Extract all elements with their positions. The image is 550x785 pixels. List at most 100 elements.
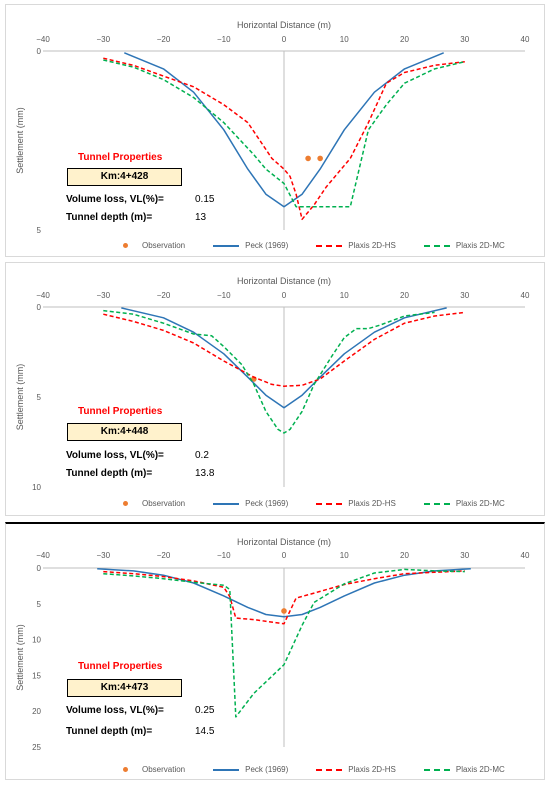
x-tick-label: 20 (400, 291, 409, 300)
peck-series-line (124, 52, 444, 208)
observation-point (317, 155, 323, 162)
observation-point (305, 155, 311, 162)
x-tick-label: −40 (36, 291, 50, 300)
peck-line-icon (213, 768, 240, 771)
volume-loss-value: 0.15 (195, 194, 215, 205)
legend-hs: Plaxis 2D-HS (316, 241, 396, 250)
tunnel-properties-title: Tunnel Properties (78, 661, 163, 672)
legend-observation-label: Observation (142, 765, 186, 774)
chart-panel-1: −40 −30 −20 −10 0 10 20 30 40 0 5 Horizontal Distan… (5, 4, 545, 257)
hs-series-line (103, 311, 465, 387)
legend-mc-label: Plaxis 2D-MC (455, 499, 505, 508)
mc-series-line (103, 59, 465, 208)
tunnel-depth-value: 13 (195, 212, 207, 223)
peck-line-icon (213, 244, 240, 247)
x-tick-label: 0 (282, 35, 287, 44)
mc-line-icon (423, 244, 450, 247)
hs-line-icon (316, 502, 343, 505)
x-tick-label: −20 (157, 551, 171, 560)
volume-loss-label: Volume loss, VL(%)= (66, 194, 164, 205)
mc-line-icon (423, 502, 450, 505)
legend-peck: Peck (1969) (213, 241, 288, 250)
mc-series-line (103, 568, 465, 718)
y-tick-label: 25 (32, 743, 41, 752)
chart-legend-1: Observation Peck (1969) Plaxis 2D-HS Pla… (123, 241, 533, 250)
y-tick-label: 5 (37, 226, 42, 235)
chart-svg-3: −40 −30 −20 −10 0 10 20 30 40 0 5 10 15 20 25 Horizonta… (15, 537, 530, 752)
x-tick-label: 10 (340, 291, 349, 300)
mc-line-icon (423, 768, 450, 771)
km-box: Km:4+428 (67, 168, 182, 186)
x-tick-label: −40 (36, 35, 50, 44)
x-tick-label: −10 (217, 291, 231, 300)
y-tick-label: 10 (32, 483, 41, 492)
y-tick-label: 10 (32, 636, 41, 645)
peck-series-line (121, 307, 447, 409)
chart-legend-3: Observation Peck (1969) Plaxis 2D-HS Pla… (123, 765, 533, 774)
legend-mc: Plaxis 2D-MC (423, 499, 505, 508)
peck-series-line (97, 567, 471, 618)
x-axis-title: Horizontal Distance (m) (237, 20, 331, 30)
legend-hs: Plaxis 2D-HS (316, 499, 396, 508)
legend-hs: Plaxis 2D-HS (316, 765, 396, 774)
y-tick-label: 0 (37, 564, 42, 573)
y-tick-label: 5 (37, 393, 42, 402)
x-tick-label: 10 (340, 551, 349, 560)
x-tick-label: 40 (521, 291, 530, 300)
legend-peck-label: Peck (1969) (245, 241, 289, 250)
peck-line-icon (213, 502, 240, 505)
x-tick-label: 40 (521, 35, 530, 44)
x-tick-label: −10 (217, 551, 231, 560)
y-tick-label: 0 (37, 303, 42, 312)
hs-line-icon (316, 244, 343, 247)
x-tick-label: −40 (36, 551, 50, 560)
x-tick-label: 30 (460, 551, 469, 560)
hs-line-icon (316, 768, 343, 771)
chart-svg-2: −40 −30 −20 −10 0 10 20 30 40 0 5 10 Horizontal Dist… (15, 276, 530, 492)
x-tick-label: −20 (157, 291, 171, 300)
legend-hs-label: Plaxis 2D-HS (348, 499, 396, 508)
x-axis-title: Horizontal Distance (m) (237, 276, 331, 286)
mc-series-line (103, 309, 435, 434)
y-axis-title: Settlement (mm) (15, 624, 25, 691)
chart-panel-2: −40 −30 −20 −10 0 10 20 30 40 0 5 10 Horizontal Dist… (5, 262, 545, 516)
legend-observation: Observation (123, 765, 185, 774)
legend-peck: Peck (1969) (213, 499, 288, 508)
y-tick-label: 5 (37, 600, 42, 609)
x-tick-label: 20 (400, 551, 409, 560)
y-tick-label: 20 (32, 707, 41, 716)
x-tick-label: 30 (460, 291, 469, 300)
chart-panel-3: −40 −30 −20 −10 0 10 20 30 40 0 5 10 15 20 25 Horizonta… (5, 522, 545, 780)
observation-marker-icon (123, 501, 128, 506)
y-tick-label: 15 (32, 671, 41, 680)
x-tick-label: −20 (157, 35, 171, 44)
hs-series-line (103, 57, 465, 221)
x-axis-title: Horizontal Distance (m) (237, 537, 331, 547)
legend-hs-label: Plaxis 2D-HS (348, 241, 396, 250)
tunnel-properties-title: Tunnel Properties (78, 406, 163, 417)
hs-series-line (103, 570, 465, 625)
legend-observation: Observation (123, 241, 185, 250)
tunnel-depth-value: 13.8 (195, 468, 215, 479)
x-tick-label: −30 (96, 551, 110, 560)
tunnel-properties-title: Tunnel Properties (78, 152, 163, 163)
observation-marker-icon (123, 767, 128, 772)
legend-mc-label: Plaxis 2D-MC (455, 765, 505, 774)
legend-mc-label: Plaxis 2D-MC (455, 241, 505, 250)
x-tick-label: 20 (400, 35, 409, 44)
legend-mc: Plaxis 2D-MC (423, 765, 505, 774)
observation-point (281, 608, 287, 614)
legend-observation-label: Observation (142, 241, 186, 250)
x-tick-label: −30 (96, 35, 110, 44)
chart-legend-2: Observation Peck (1969) Plaxis 2D-HS Pla… (123, 499, 533, 508)
legend-mc: Plaxis 2D-MC (423, 241, 505, 250)
legend-observation: Observation (123, 499, 185, 508)
legend-peck-label: Peck (1969) (245, 765, 289, 774)
tunnel-depth-label: Tunnel depth (m)= (66, 726, 153, 737)
legend-hs-label: Plaxis 2D-HS (348, 765, 396, 774)
legend-peck: Peck (1969) (213, 765, 288, 774)
km-box: Km:4+448 (67, 423, 182, 441)
x-tick-label: 0 (282, 291, 287, 300)
x-tick-label: −30 (96, 291, 110, 300)
volume-loss-value: 0.2 (195, 450, 209, 461)
